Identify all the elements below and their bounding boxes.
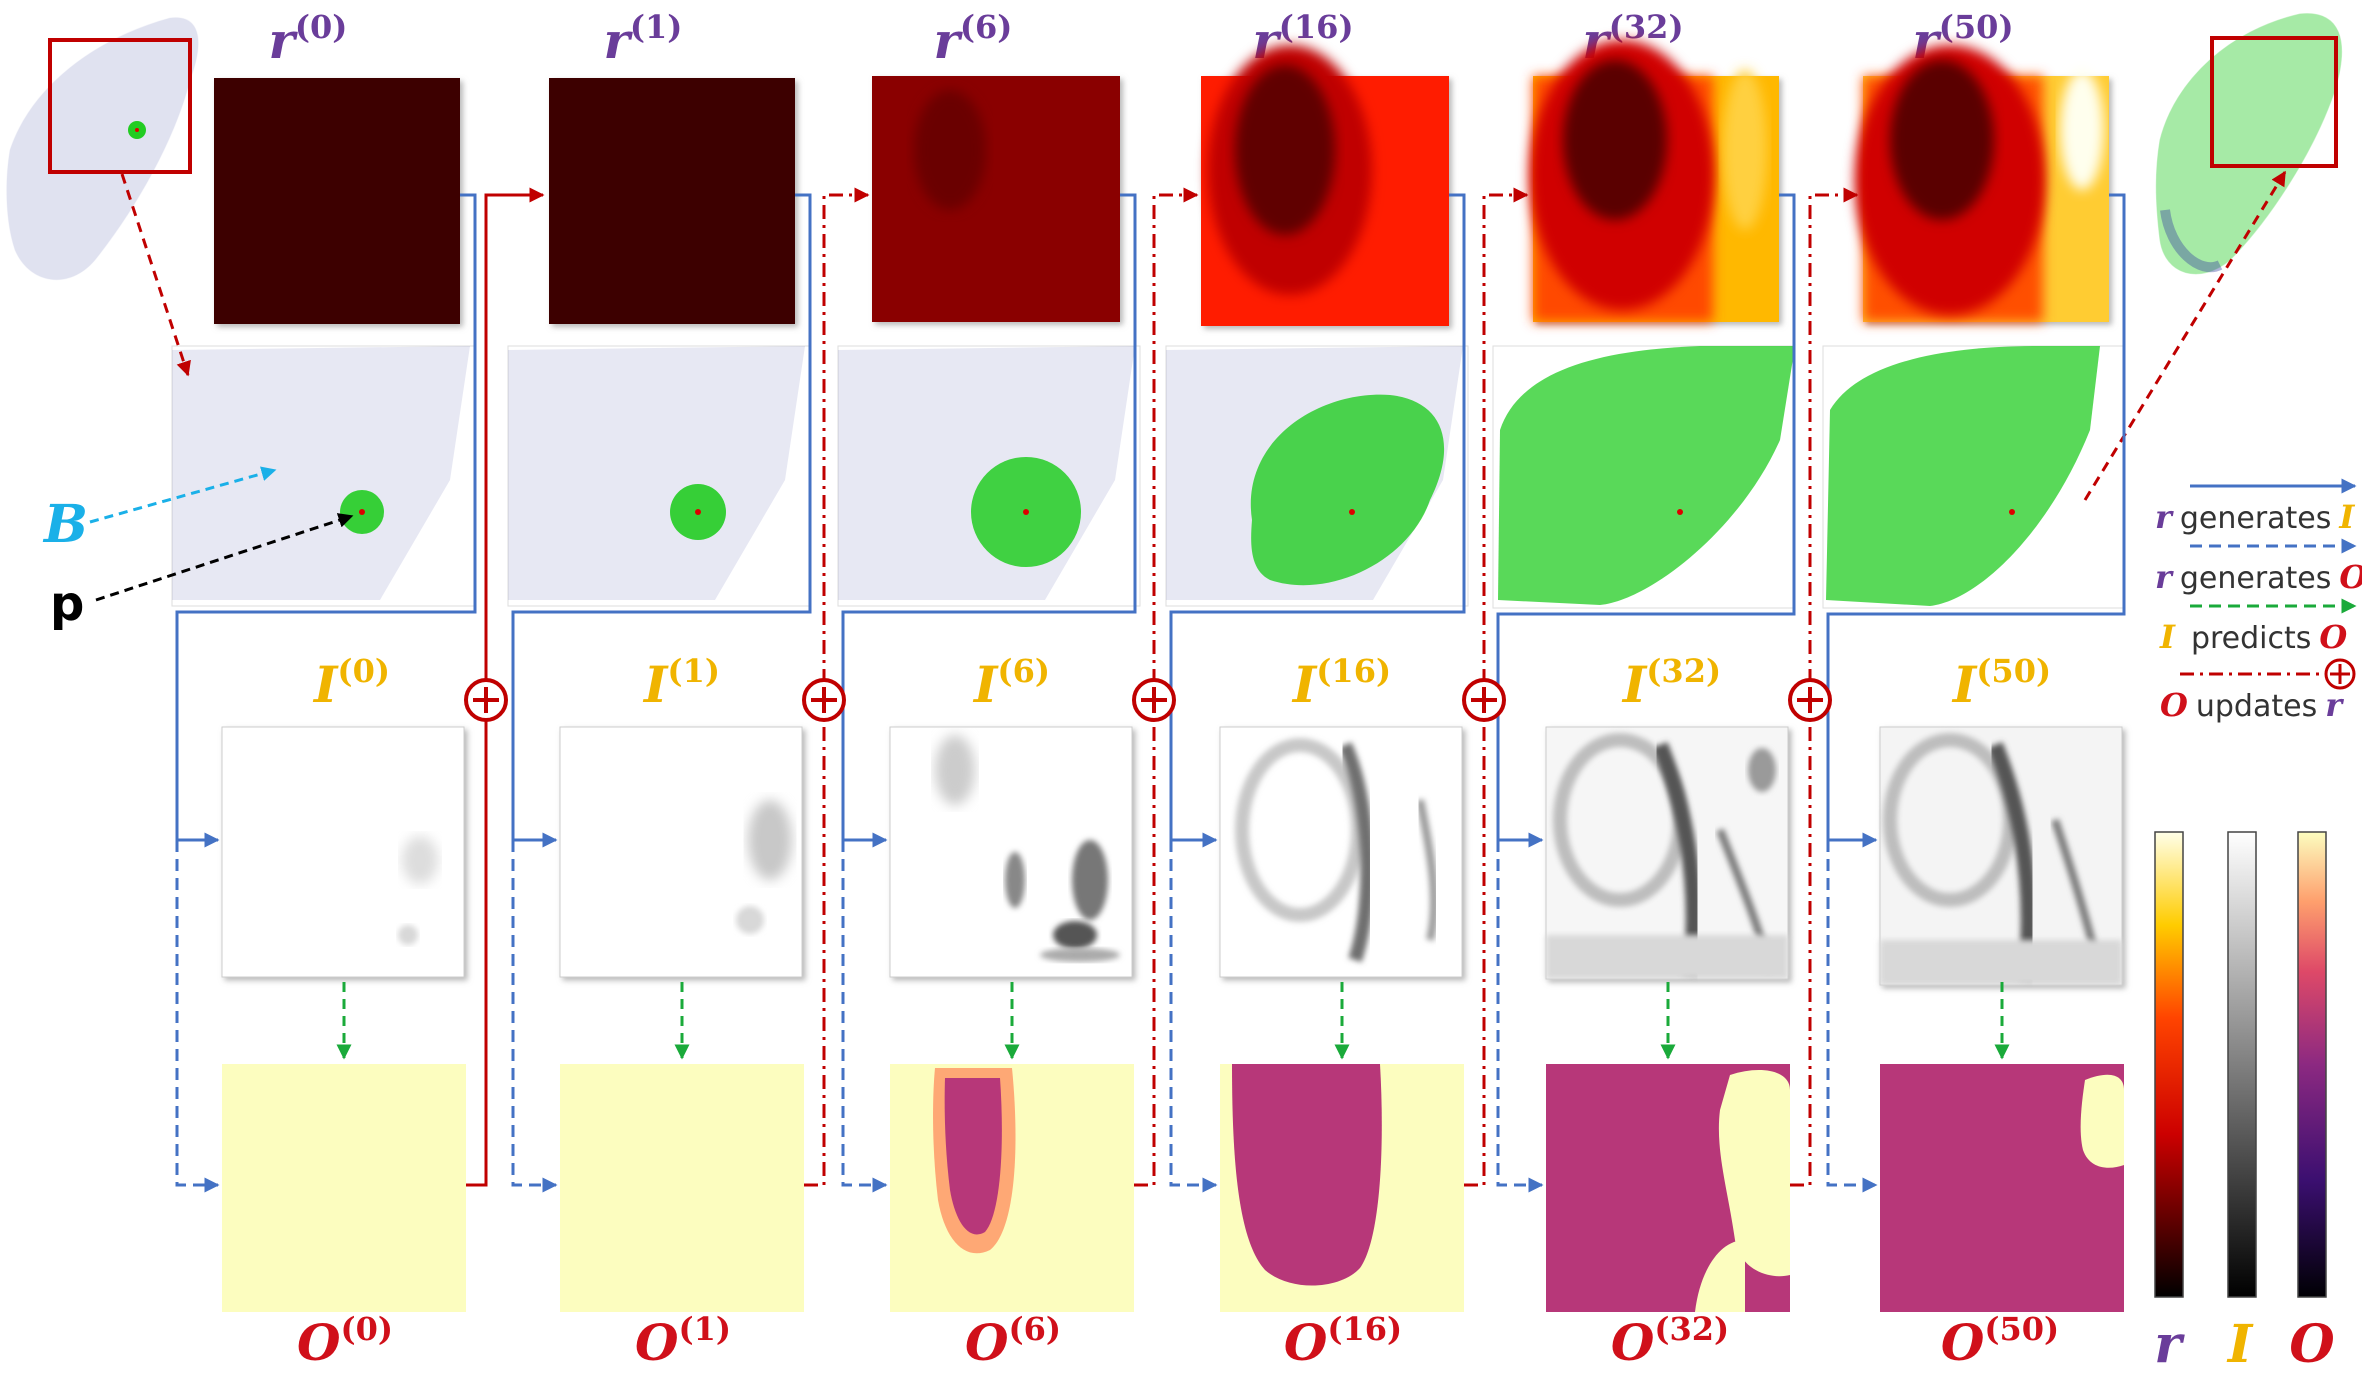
i-label-32: I(32) xyxy=(1621,652,1721,714)
i-label-50: I(50) xyxy=(1951,652,2051,714)
i-label-1: I(1) xyxy=(642,652,720,714)
o-map-1 xyxy=(560,1064,804,1312)
colorbar-o: O xyxy=(2289,831,2335,1375)
r-label-6: r(6) xyxy=(934,8,1013,70)
r-heatmaps xyxy=(214,40,2109,326)
i-label-0: I(0) xyxy=(312,652,390,714)
r-heatmap-50 xyxy=(1855,45,2109,322)
o-label-1: O(1) xyxy=(635,1310,731,1372)
colorbars: r I O xyxy=(2154,831,2335,1375)
r-labels: r(0) r(1) r(6) r(16) r(32) r(50) xyxy=(269,8,2014,70)
blue-dashed-arrow-3 xyxy=(1169,840,1218,1193)
i-map-1 xyxy=(559,726,803,978)
point-cloud-32 xyxy=(1492,345,1796,609)
legend-item-0: r generates I xyxy=(2155,498,2355,536)
blue-arrow-2 xyxy=(841,193,1137,848)
point-cloud-row xyxy=(171,345,2126,609)
blue-arrow-1 xyxy=(511,193,812,848)
svg-text:O: O xyxy=(2289,1314,2334,1375)
o-map-32 xyxy=(1546,1064,1790,1312)
b-label: B xyxy=(42,494,88,555)
i-labels: I(0) I(1) I(6) I(16) I(32) I(50) xyxy=(312,652,2051,714)
crop-box-right xyxy=(2210,36,2338,168)
neighborhood-32 xyxy=(1498,346,1795,605)
i-maps xyxy=(221,726,2123,986)
o-map-6 xyxy=(890,1064,1134,1312)
i-map-50 xyxy=(1879,726,2123,986)
legend-item-1: rgeneratesO xyxy=(2155,558,2362,596)
o-label-6: O(6) xyxy=(965,1310,1061,1372)
o-map-0 xyxy=(222,1064,466,1312)
r-label-16: r(16) xyxy=(1252,8,1353,70)
blue-dashed-arrow-5 xyxy=(1826,840,1878,1193)
i-label-6: I(6) xyxy=(972,652,1050,714)
o-maps xyxy=(222,1064,2124,1312)
input-point-cloud xyxy=(6,17,199,281)
r-heatmap-16 xyxy=(1201,45,1449,326)
plus-circles xyxy=(464,678,1832,722)
blue-dashed-arrow-4 xyxy=(1496,840,1544,1193)
o-label-32: O(32) xyxy=(1611,1310,1729,1372)
zoom-arrow-right xyxy=(2083,170,2287,501)
crop-box-left xyxy=(48,38,192,174)
zoom-arrow-left xyxy=(120,173,191,377)
o-map-16 xyxy=(1220,1064,1464,1312)
r-label-0: r(0) xyxy=(269,8,348,70)
neighborhood-50 xyxy=(1826,346,2100,606)
point-cloud-50 xyxy=(1822,345,2126,609)
svg-text:r: r xyxy=(2154,1314,2185,1375)
blue-dashed-arrow-2 xyxy=(841,840,888,1193)
blue-arrow-3 xyxy=(1169,193,1466,848)
i-label-16: I(16) xyxy=(1291,652,1391,714)
colorbar-r: r xyxy=(2154,831,2185,1375)
i-map-0 xyxy=(221,726,465,978)
neighborhood-16 xyxy=(1250,394,1445,586)
p-label: p xyxy=(50,576,84,632)
svg-text:I: I xyxy=(2226,1314,2254,1375)
i-map-6 xyxy=(889,726,1133,978)
colorbar-i: I xyxy=(2226,831,2257,1375)
r-heatmap-32 xyxy=(1530,40,1779,322)
i-map-16 xyxy=(1219,726,1463,978)
point-cloud-16 xyxy=(1165,345,1469,607)
i-map-32 xyxy=(1545,726,1789,980)
b-arrow xyxy=(89,466,277,524)
r-heatmap-0 xyxy=(214,78,460,324)
o-label-16: O(16) xyxy=(1284,1310,1402,1372)
output-point-cloud xyxy=(2155,13,2342,275)
blue-arrow-0 xyxy=(175,193,477,848)
o-label-50: O(50) xyxy=(1941,1310,2059,1372)
r-heatmap-6 xyxy=(872,76,1120,322)
blue-dashed-arrow-0 xyxy=(175,840,220,1193)
r-label-1: r(1) xyxy=(604,8,683,70)
blue-arrow-5 xyxy=(1826,193,2126,848)
o-map-50 xyxy=(1880,1064,2124,1312)
blue-dashed-arrow-1 xyxy=(511,840,558,1193)
point-cloud-1 xyxy=(507,345,811,607)
o-labels: O(0) O(1) O(6) O(16) O(32) O(50) xyxy=(297,1310,2059,1372)
o-label-0: O(0) xyxy=(297,1310,393,1372)
r-heatmap-1 xyxy=(549,78,795,324)
blue-arrow-4 xyxy=(1496,193,1796,848)
point-cloud-6 xyxy=(837,345,1141,607)
point-cloud-0 xyxy=(171,345,477,607)
